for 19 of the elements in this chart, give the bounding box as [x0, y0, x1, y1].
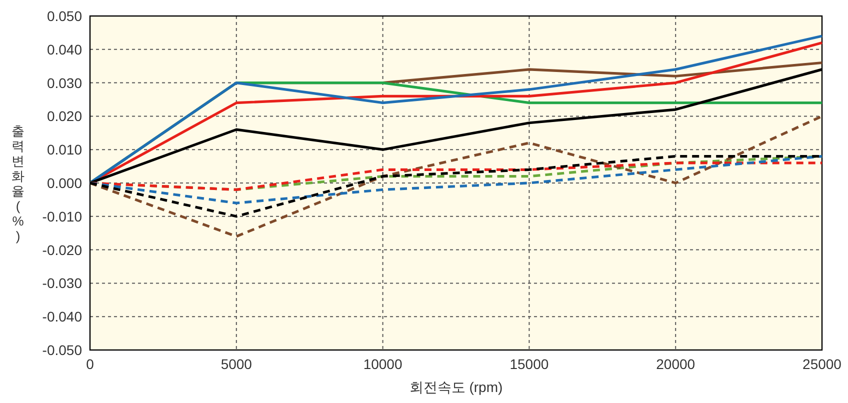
- y-tick-label: 0.000: [46, 175, 82, 191]
- y-tick-label: -0.030: [42, 275, 82, 292]
- x-tick-label: 25000: [802, 356, 842, 372]
- x-axis-title: 회전속도 (rpm): [409, 379, 503, 395]
- x-tick-label: 20000: [656, 356, 696, 372]
- x-tick-label: 10000: [363, 356, 402, 372]
- x-tick-label: 5000: [220, 356, 252, 372]
- y-axis-title: 출력변화율 (%): [12, 124, 24, 244]
- y-tick-label: 0.050: [46, 8, 82, 24]
- y-tick-label: -0.010: [42, 208, 82, 224]
- y-tick-label: 0.020: [46, 108, 82, 124]
- y-tick-label: 0.030: [46, 74, 82, 91]
- x-tick-label: 15000: [510, 356, 549, 372]
- y-tick-label: -0.020: [42, 242, 82, 258]
- y-tick-label: -0.040: [42, 308, 82, 325]
- y-tick-label: 0.010: [46, 142, 82, 158]
- y-tick-label: -0.050: [42, 342, 82, 358]
- x-tick-label: 0: [86, 356, 94, 372]
- y-tick-label: 0.040: [46, 41, 82, 58]
